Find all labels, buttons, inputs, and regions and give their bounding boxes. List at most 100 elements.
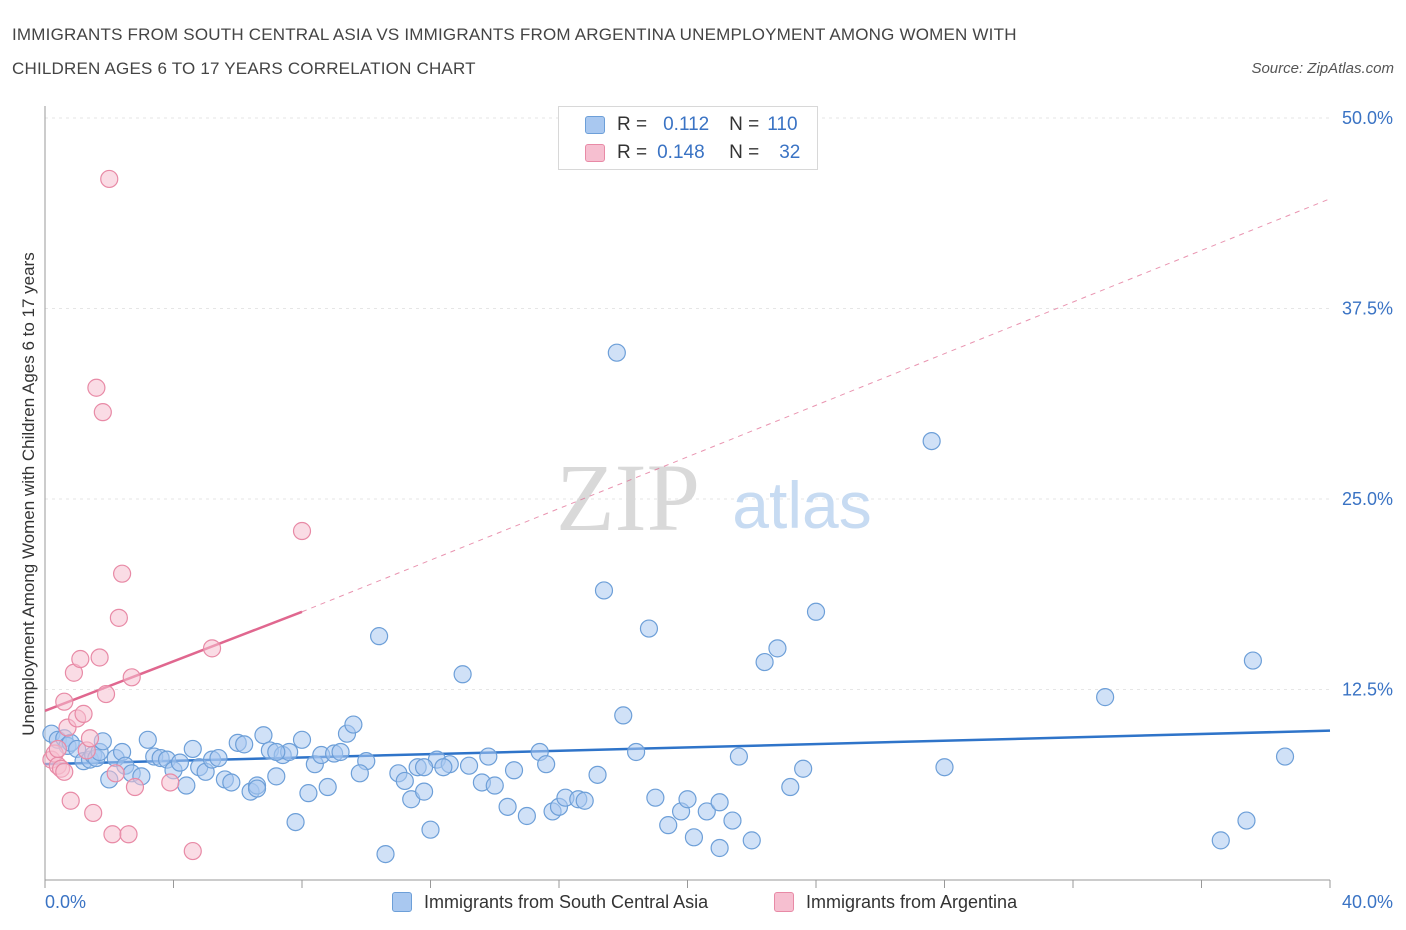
data-point-blue-95: [806, 602, 826, 621]
series-legend-pink: Immigrants from Argentina: [774, 888, 1017, 916]
data-point-pink-18: [100, 169, 119, 189]
series-legend: Immigrants from South Central Asia Immig…: [0, 888, 1406, 916]
data-point-blue-67: [498, 797, 517, 816]
data-point-blue-110: [350, 764, 369, 783]
trend-line-pink: [44, 610, 303, 713]
data-point-pink-19: [103, 825, 122, 844]
data-point-blue-92: [768, 639, 787, 658]
watermark-atlas: atlas: [732, 468, 871, 542]
legend-blue-n-value: 110: [767, 114, 798, 135]
data-point-blue-41: [286, 812, 305, 832]
data-point-blue-59: [421, 820, 440, 839]
data-point-blue-25: [183, 739, 202, 759]
data-point-blue-87: [710, 793, 729, 812]
y-tick-label-1: 25.0%: [1342, 489, 1393, 509]
legend-pink-n-label: N =: [729, 142, 760, 163]
data-point-blue-86: [697, 802, 716, 821]
grid-lines: [45, 117, 1330, 690]
data-point-blue-31: [222, 773, 241, 792]
data-point-blue-109: [247, 779, 267, 798]
data-point-blue-83: [659, 816, 678, 835]
data-point-blue-55: [395, 771, 414, 791]
y-axis-label: Unemployment Among Women with Children A…: [19, 252, 38, 736]
data-point-blue-43: [299, 784, 318, 803]
data-point-blue-78: [607, 343, 626, 362]
data-point-pink-30: [48, 739, 67, 759]
data-point-blue-71: [537, 755, 556, 774]
data-point-blue-89: [729, 747, 749, 766]
data-point-pink-6: [61, 791, 80, 810]
y-tick-label-3: 50.0%: [1342, 108, 1393, 128]
data-point-blue-69: [517, 806, 536, 826]
data-point-blue-96: [922, 431, 941, 451]
data-point-pink-29: [292, 521, 312, 541]
data-point-pink-26: [161, 773, 180, 792]
legend-blue-r-label: R =: [617, 114, 648, 135]
data-point-blue-82: [646, 788, 665, 807]
data-point-blue-48: [331, 742, 350, 762]
data-point-blue-97: [935, 758, 954, 777]
data-point-blue-23: [170, 753, 190, 772]
series-legend-swatch-blue: [392, 892, 412, 912]
legend-pink-r-value: 0.148: [657, 142, 705, 163]
data-point-blue-90: [742, 831, 761, 850]
data-point-blue-76: [588, 765, 607, 784]
data-point-blue-68: [504, 761, 524, 780]
trend-lines: [44, 198, 1331, 766]
series-legend-swatch-pink: [774, 892, 794, 912]
data-point-blue-33: [235, 735, 254, 754]
data-point-pink-9: [71, 649, 90, 669]
chart-title: IMMIGRANTS FROM SOUTH CENTRAL ASIA VS IM…: [12, 18, 1192, 86]
data-point-blue-106: [678, 790, 697, 809]
data-point-blue-42: [292, 730, 312, 749]
data-point-pink-13: [84, 803, 103, 823]
data-point-pink-28: [202, 639, 222, 658]
data-point-blue-103: [267, 742, 286, 762]
data-point-blue-52: [370, 627, 389, 646]
watermark: ZIP atlas: [556, 444, 872, 551]
data-point-blue-93: [781, 777, 800, 797]
legend-pink-n-value: 32: [779, 142, 801, 163]
series-legend-label-blue: Immigrants from South Central Asia: [424, 891, 709, 912]
data-point-pink-21: [109, 608, 128, 627]
data-point-blue-36: [254, 726, 273, 745]
series-legend-blue: Immigrants from South Central Asia: [392, 888, 708, 916]
data-point-blue-79: [614, 706, 633, 725]
legend-swatch-pink: [585, 144, 605, 162]
legend-blue-r-value: 0.112: [663, 114, 710, 135]
data-point-pink-4: [55, 692, 74, 711]
trend-extension-pink: [301, 198, 1331, 613]
x-tick-label-min: 0.0%: [45, 892, 86, 912]
data-point-pink-15: [90, 648, 109, 667]
data-point-blue-81: [639, 619, 659, 638]
data-point-blue-85: [684, 828, 704, 847]
watermark-zip: ZIP: [556, 444, 700, 551]
data-point-blue-80: [626, 742, 646, 762]
data-point-blue-38: [267, 767, 286, 786]
data-point-blue-66: [485, 776, 504, 795]
data-point-blue-24: [177, 776, 196, 795]
data-point-blue-53: [376, 844, 395, 864]
data-point-pink-31: [55, 762, 74, 781]
data-point-pink-16: [93, 403, 112, 422]
data-point-blue-98: [1096, 688, 1115, 707]
data-point-blue-58: [414, 782, 434, 801]
data-point-blue-99: [1211, 831, 1230, 850]
data-point-blue-63: [459, 756, 479, 775]
data-point-blue-102: [1275, 747, 1295, 766]
data-point-pink-23: [119, 825, 138, 844]
axes: [44, 106, 1331, 888]
data-point-blue-91: [755, 652, 774, 672]
data-point-blue-77: [594, 581, 614, 600]
legend-blue-n-label: N =: [729, 114, 760, 135]
x-tick-label-max: 40.0%: [1342, 892, 1393, 912]
legend-row-pink: R = 0.148 N = 32: [585, 141, 800, 165]
data-point-blue-88: [723, 811, 742, 830]
data-point-blue-105: [575, 791, 594, 810]
data-point-blue-50: [344, 715, 363, 734]
correlation-legend: R = 0.112 N = 110 R = 0.148 N = 32: [558, 106, 818, 170]
tick-labels: 12.5% 25.0% 37.5% 50.0% 0.0% 40.0%: [45, 108, 1393, 912]
trend-line-blue: [44, 729, 1331, 766]
series-legend-label-pink: Immigrants from Argentina: [806, 891, 1018, 912]
